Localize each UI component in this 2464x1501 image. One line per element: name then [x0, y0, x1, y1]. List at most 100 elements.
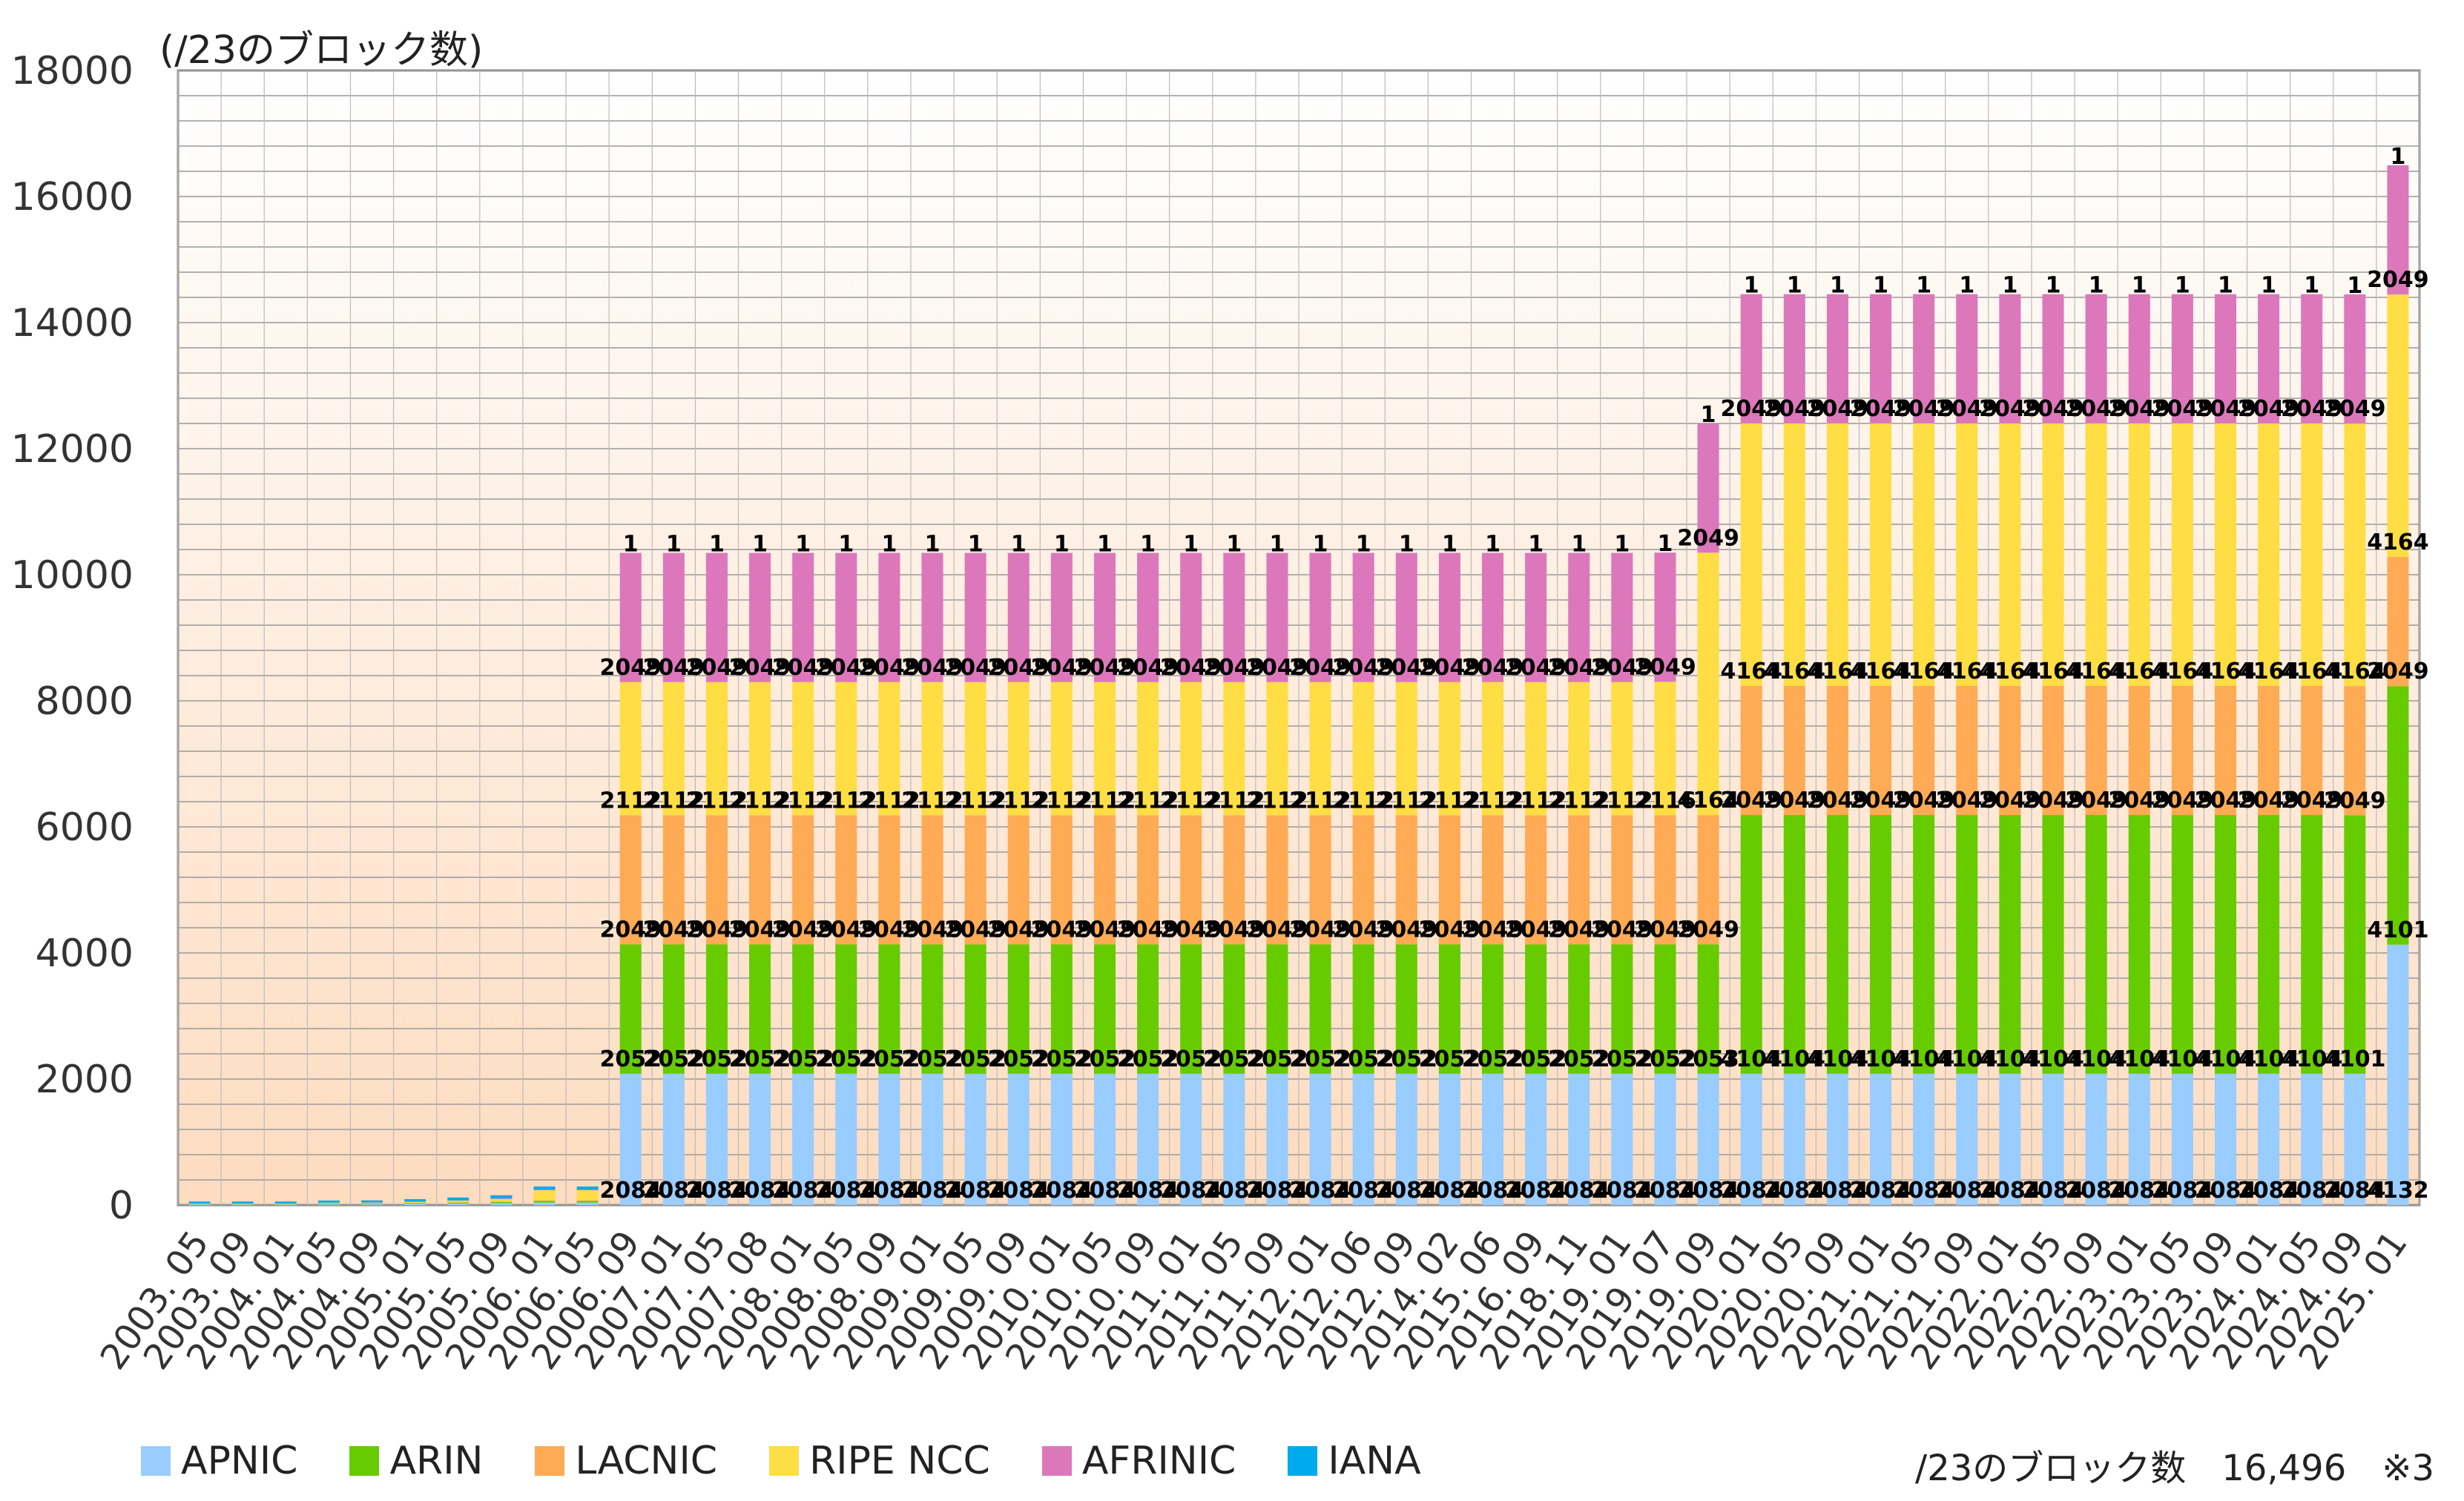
bar-afrinic — [1913, 294, 1935, 423]
data-label: 4164 — [2109, 659, 2171, 684]
bar-afrinic — [2171, 294, 2193, 423]
bar-lacnic — [1007, 815, 1030, 945]
bar-afrinic — [1093, 552, 1116, 682]
y-tick-label: 10000 — [11, 553, 134, 598]
bar-apnic — [1783, 1073, 1805, 1205]
bar-series-group — [188, 165, 2409, 1205]
data-label: 2116 — [1634, 788, 1696, 814]
data-label: 2049 — [988, 917, 1050, 943]
bar-afrinic — [1481, 552, 1504, 682]
bar-ripe-ncc — [2301, 423, 2323, 686]
bar-afrinic — [2344, 294, 2366, 424]
data-label: 2049 — [858, 655, 920, 681]
bar-ripe-ncc — [1481, 682, 1504, 816]
bar-arin — [533, 1201, 556, 1203]
data-label: 4104 — [2238, 1046, 2300, 1072]
data-label: 2049 — [1720, 788, 1782, 814]
data-label: 2084 — [944, 1178, 1007, 1204]
data-label: 4104 — [2065, 1046, 2127, 1072]
data-label: 1 — [2347, 273, 2362, 299]
bar-apnic — [2085, 1073, 2107, 1205]
data-label: 2084 — [1764, 1178, 1826, 1204]
bar-lacnic — [2171, 685, 2193, 816]
bar-lacnic — [1093, 815, 1116, 945]
data-label: 4164 — [2281, 659, 2343, 684]
data-label: 2049 — [1677, 917, 1739, 943]
bar-lacnic — [619, 815, 642, 945]
legend: APNIC ARIN LACNIC RIPE NCC AFRINIC IANA — [141, 1439, 1421, 1483]
total-blocks-note: /23のブロック数 16,496 ※3 — [1915, 1448, 2434, 1489]
data-label: 1 — [752, 532, 768, 558]
data-label: 2052 — [1332, 1046, 1394, 1072]
bar-afrinic — [1568, 552, 1590, 682]
bar-arin — [1870, 815, 1892, 1074]
y-tick-label: 14000 — [11, 301, 134, 346]
bar-lacnic — [1697, 815, 1719, 945]
legend-swatch — [141, 1446, 171, 1476]
bar-arin — [1826, 815, 1848, 1074]
data-label: 1 — [1313, 532, 1328, 558]
data-label: 1 — [1873, 273, 1888, 299]
bar-arin — [2042, 815, 2064, 1074]
bar-afrinic — [619, 552, 642, 682]
bar-ripe-ncc — [1266, 682, 1288, 816]
data-label: 2049 — [1764, 788, 1826, 814]
data-label: 2049 — [1074, 917, 1136, 943]
bar-arin — [964, 944, 986, 1074]
legend-item: IANA — [1288, 1439, 1421, 1483]
data-label: 2052 — [1246, 1046, 1308, 1072]
bar-apnic — [317, 1204, 340, 1205]
bar-arin — [2344, 815, 2366, 1074]
data-label: 2049 — [901, 655, 963, 681]
bar-arin — [1611, 944, 1633, 1074]
bar-apnic — [1697, 1073, 1719, 1205]
data-label: 2049 — [815, 917, 877, 943]
bar-ripe-ncc — [2258, 423, 2280, 686]
data-label: 2112 — [858, 788, 920, 814]
bar-arin — [705, 944, 728, 1074]
bar-ripe-ncc — [1352, 682, 1374, 816]
data-label: 2049 — [1160, 655, 1222, 681]
bar-apnic — [964, 1073, 986, 1205]
data-label: 2084 — [1720, 1178, 1782, 1204]
data-label: 2084 — [901, 1178, 963, 1204]
bar-arin — [835, 944, 857, 1074]
bar-afrinic — [749, 552, 771, 682]
bar-lacnic — [1395, 815, 1417, 945]
bar-arin — [1956, 815, 1978, 1074]
bar-ripe-ncc — [1137, 682, 1159, 816]
legend-label: APNIC — [181, 1439, 298, 1483]
bar-apnic — [749, 1073, 771, 1205]
data-label: 1 — [1226, 532, 1242, 558]
data-label: 2084 — [1246, 1178, 1308, 1204]
data-label: 2112 — [1117, 788, 1179, 814]
bar-apnic — [1525, 1073, 1547, 1205]
data-label: 2084 — [1462, 1178, 1524, 1204]
legend-item: LACNIC — [535, 1439, 717, 1483]
data-label: 2049 — [2281, 396, 2343, 422]
bar-lacnic — [921, 815, 943, 945]
legend-swatch — [1288, 1446, 1318, 1476]
bar-lacnic — [2128, 685, 2150, 816]
bar-afrinic — [1137, 552, 1159, 682]
bar-apnic — [1740, 1073, 1762, 1205]
bar-ripe-ncc — [1697, 552, 1719, 816]
bar-ripe-ncc — [2387, 294, 2409, 558]
data-label: 2049 — [2324, 788, 2386, 814]
data-label: 2112 — [729, 788, 791, 814]
bar-arin — [749, 944, 771, 1074]
bar-arin — [2128, 815, 2150, 1074]
data-label: 2084 — [1850, 1178, 1912, 1204]
bar-arin — [576, 1201, 599, 1203]
bar-afrinic — [2042, 294, 2064, 423]
bar-apnic — [921, 1073, 943, 1205]
data-label: 2084 — [858, 1178, 920, 1204]
bar-ripe-ncc — [1395, 682, 1417, 816]
data-label: 2049 — [772, 655, 834, 681]
bar-apnic — [1093, 1073, 1116, 1205]
bar-arin — [1007, 944, 1030, 1074]
data-label: 2052 — [1376, 1046, 1438, 1072]
bar-afrinic — [1223, 552, 1245, 682]
bar-ripe-ncc — [490, 1198, 513, 1202]
